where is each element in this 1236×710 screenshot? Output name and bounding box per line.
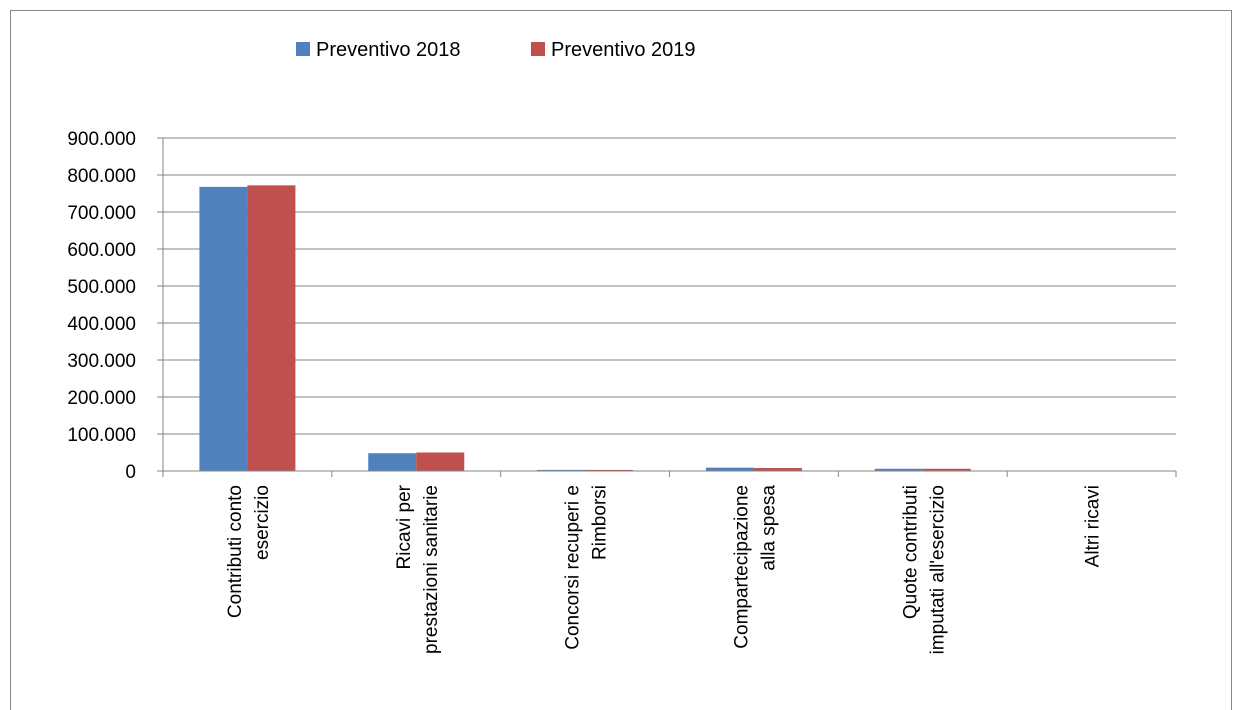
bar: [585, 469, 634, 471]
x-axis: Contributi conto esercizio Ricavi per prest…: [162, 470, 1177, 654]
y-tick-label: 300.000: [67, 351, 136, 372]
bar: [368, 453, 417, 471]
x-tick-label: Quote contributi: [900, 485, 921, 619]
gridlines: [163, 137, 1176, 472]
x-tick-label: Rimborsi: [590, 485, 611, 560]
bar: [922, 468, 971, 471]
bar: [247, 185, 296, 472]
y-tick-label: 100.000: [67, 425, 136, 446]
y-tick-label: 700.000: [67, 203, 136, 224]
legend-swatch: [531, 42, 545, 56]
x-tick-label: Altri ricavi: [1083, 485, 1104, 567]
legend-swatch: [296, 42, 310, 56]
bar: [537, 469, 586, 471]
x-tick-label: alla spesa: [758, 485, 779, 571]
bar: [705, 467, 754, 471]
bar: [199, 186, 248, 471]
bars: [199, 185, 971, 472]
bar: [753, 468, 802, 471]
legend-label: Preventivo 2019: [551, 39, 696, 61]
x-tick-label: imputati all'esercizio: [927, 485, 948, 654]
legend-label: Preventivo 2018: [316, 39, 461, 61]
x-tick-label: esercizio: [252, 485, 273, 560]
x-tick-label: Ricavi per: [394, 484, 415, 569]
bar: [874, 468, 923, 471]
x-tick-label: Contributi conto: [225, 485, 246, 618]
y-tick-label: 0: [125, 462, 136, 483]
y-tick-label: 800.000: [67, 166, 136, 187]
y-tick-label: 600.000: [67, 240, 136, 261]
x-tick-label: prestazioni sanitarie: [421, 485, 442, 654]
legend: Preventivo 2018 Preventivo 2019: [296, 39, 696, 61]
y-tick-label: 900.000: [67, 129, 136, 150]
bar: [416, 452, 465, 471]
y-tick-label: 400.000: [67, 314, 136, 335]
y-tick-label: 500.000: [67, 277, 136, 298]
x-tick-label: Concorsi recuperi e: [563, 485, 584, 650]
y-tick-label: 200.000: [67, 388, 136, 409]
x-tick-label: Compartecipazione: [731, 485, 752, 649]
y-axis: 0 100.000 200.000 300.000 400.000 500.000 600.…: [67, 129, 164, 483]
